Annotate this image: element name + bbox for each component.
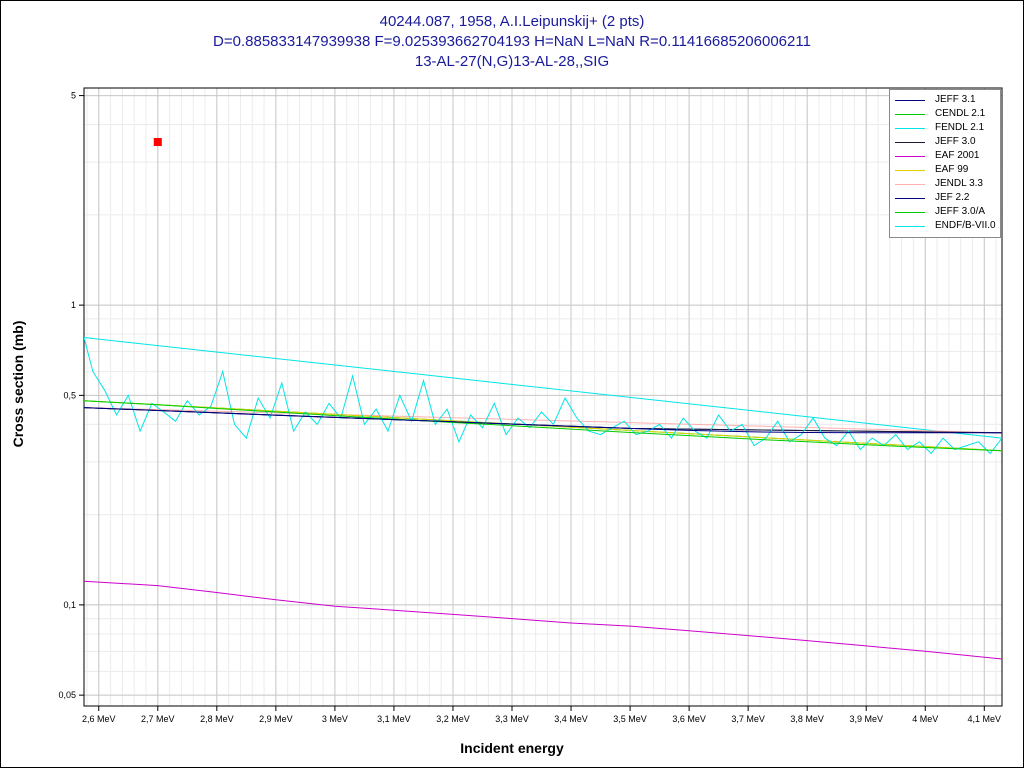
- y-tick-label: 0,1: [63, 600, 76, 610]
- legend-item: JEFF 3.0: [890, 135, 1000, 149]
- chart-subtitle-reaction: 13-AL-27(N,G)13-AL-28,,SIG: [414, 53, 610, 70]
- x-tick-label: 3,5 MeV: [613, 714, 647, 724]
- x-tick-label: 2,9 MeV: [259, 714, 293, 724]
- x-tick-label: 2,7 MeV: [141, 714, 175, 724]
- x-tick-label: 2,6 MeV: [82, 714, 116, 724]
- x-tick-label: 3 MeV: [322, 714, 348, 724]
- x-tick-label: 4,1 MeV: [968, 714, 1002, 724]
- x-tick-label: 3,4 MeV: [554, 714, 588, 724]
- legend-label: EAF 99: [935, 164, 969, 175]
- legend-swatch: [895, 212, 925, 213]
- legend-swatch: [895, 142, 925, 143]
- y-tick-label: 0,05: [58, 690, 76, 700]
- x-tick-label: 3,1 MeV: [377, 714, 411, 724]
- legend-item: FENDL 2.1: [890, 121, 1000, 135]
- x-tick-label: 3,7 MeV: [731, 714, 765, 724]
- legend-item: CENDL 2.1: [890, 107, 1000, 121]
- plot-area: [83, 87, 1003, 707]
- x-tick-label: 3,6 MeV: [672, 714, 706, 724]
- series-layer: [84, 337, 1002, 660]
- y-tick-label: 5: [71, 91, 76, 101]
- legend-swatch: [895, 226, 925, 227]
- legend-item: JENDL 3.3: [890, 177, 1000, 191]
- legend: JEFF 3.1 CENDL 2.1 FENDL 2.1 JEFF 3.0 EAF 20…: [889, 89, 1001, 238]
- x-tick-label: 4 MeV: [912, 714, 938, 724]
- x-tick-label: 3,3 MeV: [495, 714, 529, 724]
- legend-label: JENDL 3.3: [935, 178, 983, 189]
- x-tick-label: 3,9 MeV: [849, 714, 883, 724]
- chart-subtitle-params: D=0.885833147939938 F=9.025393662704193 …: [213, 33, 811, 50]
- points-layer: [153, 138, 162, 147]
- data-point: [153, 138, 162, 147]
- legend-item: JEF 2.2: [890, 191, 1000, 205]
- legend-label: JEFF 3.0: [935, 136, 976, 147]
- legend-item: EAF 99: [890, 163, 1000, 177]
- legend-label: JEFF 3.0/A: [935, 206, 986, 217]
- legend-swatch: [895, 100, 925, 101]
- legend-label: JEFF 3.1: [935, 94, 976, 105]
- legend-item: EAF 2001: [890, 149, 1000, 163]
- y-tick-label: 0,5: [63, 390, 76, 400]
- series-line: [84, 400, 1002, 452]
- series-line: [84, 407, 1002, 434]
- x-axis-label: Incident energy: [460, 740, 564, 756]
- legend-swatch: [895, 128, 925, 129]
- legend-label: FENDL 2.1: [935, 122, 985, 133]
- y-tick-label: 1: [71, 300, 76, 310]
- legend-label: ENDF/B-VII.0: [935, 220, 996, 231]
- grid: [84, 88, 1002, 706]
- legend-swatch: [895, 156, 925, 157]
- series-line: [84, 407, 1002, 434]
- legend-label: JEF 2.2: [935, 192, 970, 203]
- chart-title: 40244.087, 1958, A.I.Leipunskij+ (2 pts): [379, 13, 645, 30]
- y-axis-label: Cross section (mb): [10, 320, 26, 448]
- x-tick-label: 2,8 MeV: [200, 714, 234, 724]
- series-line: [84, 337, 1002, 439]
- series-line: [84, 580, 1002, 660]
- x-tick-label: 3,2 MeV: [436, 714, 470, 724]
- legend-item: ENDF/B-VII.0: [890, 219, 1000, 233]
- legend-swatch: [895, 170, 925, 171]
- legend-swatch: [895, 198, 925, 199]
- legend-label: EAF 2001: [935, 150, 980, 161]
- legend-item: JEFF 3.0/A: [890, 205, 1000, 219]
- series-line: [84, 337, 1002, 455]
- x-tick-label: 3,8 MeV: [790, 714, 824, 724]
- legend-swatch: [895, 184, 925, 185]
- legend-label: CENDL 2.1: [935, 108, 986, 119]
- axis-layer: 2,6 MeV 2,7 MeV 2,8 MeV 2,9 MeV 3 MeV 3,1 MeV…: [58, 91, 1001, 724]
- legend-swatch: [895, 114, 925, 115]
- legend-item: JEFF 3.1: [890, 93, 1000, 107]
